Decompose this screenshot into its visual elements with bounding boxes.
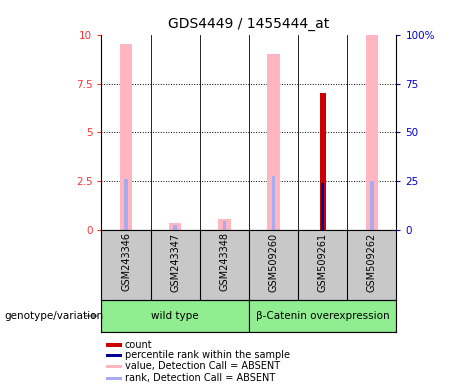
Bar [267,54,280,230]
Text: GSM509262: GSM509262 [367,232,377,292]
Text: wild type: wild type [151,311,199,321]
Text: GSM243347: GSM243347 [170,232,180,291]
Text: percentile rank within the sample: percentile rank within the sample [125,351,290,361]
Text: GSM509260: GSM509260 [268,232,278,291]
Bar [169,223,181,230]
Bar [124,179,128,230]
Bar [366,35,378,230]
Text: GSM243348: GSM243348 [219,232,230,291]
Bar [173,225,177,230]
Bar [272,175,275,230]
Text: GSM243346: GSM243346 [121,232,131,291]
Bar [101,300,249,332]
Bar [106,354,122,357]
Title: GDS4449 / 1455444_at: GDS4449 / 1455444_at [168,17,330,31]
Bar [106,343,122,347]
Bar [106,377,122,380]
Bar [321,184,325,230]
Bar [120,45,132,230]
Bar [249,300,396,332]
Text: count: count [125,340,153,350]
Text: genotype/variation: genotype/variation [5,311,104,321]
Text: β-Catenin overexpression: β-Catenin overexpression [256,311,390,321]
Bar [370,182,373,230]
Text: value, Detection Call = ABSENT: value, Detection Call = ABSENT [125,361,280,371]
Text: GSM509261: GSM509261 [318,232,328,291]
Text: rank, Detection Call = ABSENT: rank, Detection Call = ABSENT [125,374,275,384]
Bar [106,365,122,368]
Bar [218,218,230,230]
Bar [223,220,226,230]
Bar [320,93,325,230]
